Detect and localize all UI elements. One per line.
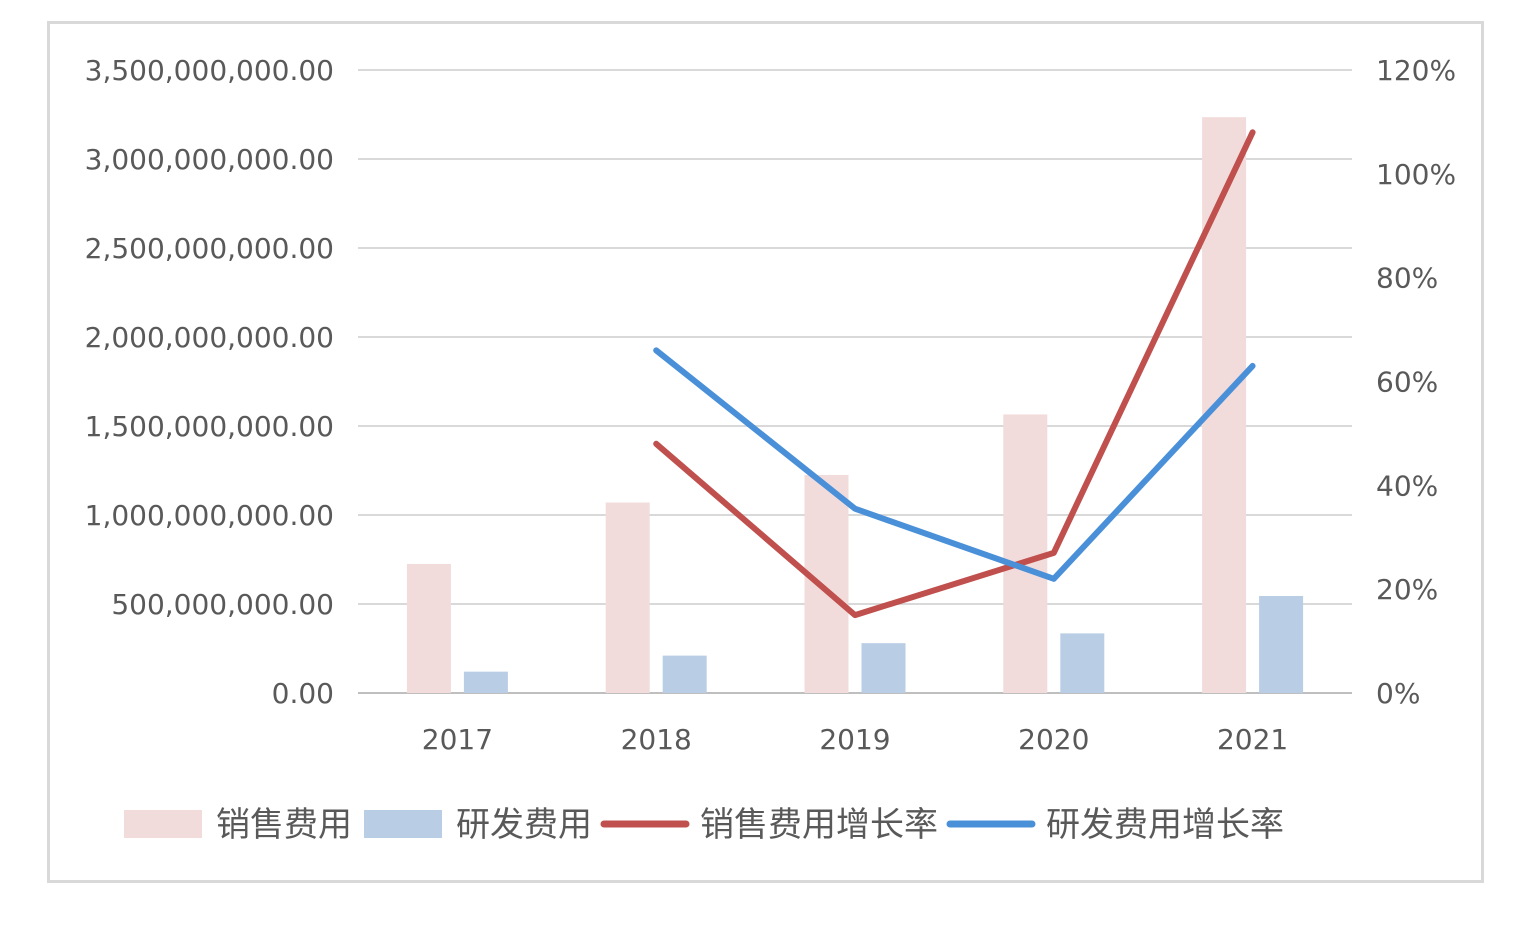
legend-swatch	[364, 810, 442, 838]
gridlines	[358, 69, 1352, 694]
left-tick-label: 1,000,000,000.00	[85, 499, 334, 532]
left-tick-label: 3,500,000,000.00	[85, 54, 334, 87]
left-y-axis: 0.00 500,000,000.00 1,000,000,000.00 1,500,…	[85, 54, 334, 710]
left-tick-label: 0.00	[272, 677, 334, 710]
legend-label: 研发费用增长率	[1046, 805, 1284, 845]
bar-series	[406, 117, 1304, 694]
left-tick-label: 2,500,000,000.00	[85, 232, 334, 265]
legend: 销售费用 研发费用 销售费用增长率 研发费用增长率	[124, 805, 1284, 845]
chart-frame: 0.00 500,000,000.00 1,000,000,000.00 1,500,…	[47, 21, 1484, 883]
right-tick-label: 0%	[1376, 677, 1420, 710]
right-tick-label: 40%	[1376, 469, 1438, 502]
legend-label: 销售费用	[216, 805, 352, 845]
line-series	[653, 129, 1256, 619]
bar	[662, 655, 707, 693]
bar	[861, 643, 906, 693]
bar	[1003, 414, 1048, 693]
right-tick-label: 100%	[1376, 158, 1456, 191]
bar	[463, 671, 508, 693]
left-tick-label: 2,000,000,000.00	[85, 321, 334, 354]
x-tick-label: 2020	[1018, 723, 1089, 756]
combo-chart: 0.00 500,000,000.00 1,000,000,000.00 1,500,…	[85, 54, 1456, 845]
bar	[605, 502, 650, 693]
bar	[804, 474, 849, 693]
series-line	[653, 129, 1256, 619]
right-tick-label: 80%	[1376, 262, 1438, 295]
x-tick-label: 2019	[819, 723, 890, 756]
right-y-axis: 0% 20% 40% 60% 80% 100% 120%	[1376, 54, 1456, 710]
legend-swatch	[124, 810, 202, 838]
legend-label: 销售费用增长率	[700, 805, 938, 845]
x-tick-label: 2018	[621, 723, 692, 756]
bar	[1060, 633, 1105, 693]
series-line	[653, 347, 1256, 582]
legend-label: 研发费用	[456, 805, 592, 845]
x-tick-label: 2017	[422, 723, 493, 756]
left-tick-label: 1,500,000,000.00	[85, 410, 334, 443]
right-tick-label: 60%	[1376, 366, 1438, 399]
x-axis: 2017 2018 2019 2020 2021	[422, 723, 1288, 756]
right-tick-label: 20%	[1376, 573, 1438, 606]
bar	[1259, 595, 1304, 693]
bar	[1202, 117, 1247, 694]
left-tick-label: 500,000,000.00	[111, 588, 334, 621]
bar	[406, 563, 451, 693]
right-tick-label: 120%	[1376, 54, 1456, 87]
left-tick-label: 3,000,000,000.00	[85, 143, 334, 176]
x-tick-label: 2021	[1217, 723, 1288, 756]
